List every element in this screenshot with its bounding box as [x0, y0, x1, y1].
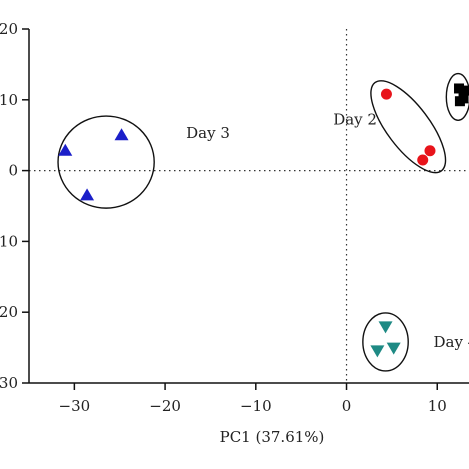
x-tick-label: −10: [240, 397, 272, 415]
axes: −30 −20 −10 0 10 20 10 0 10 20 30: [0, 20, 469, 415]
group-ellipses: [57, 72, 469, 372]
ellipse-da: [445, 72, 469, 122]
y-tick-label: 20: [0, 303, 18, 321]
group-label-day-4: Day 4: [434, 333, 469, 351]
point-day-2: [417, 154, 429, 166]
y-tick-label: 20: [0, 20, 18, 38]
x-tick-label: 10: [428, 397, 447, 415]
point-day-3: [80, 188, 95, 201]
point-day-4: [386, 342, 401, 355]
point-day-2: [380, 88, 392, 100]
x-axis-title: PC1 (37.61%): [220, 428, 325, 446]
point-day-4: [370, 345, 385, 358]
ellipse-day-2: [370, 80, 447, 174]
point-da: [454, 83, 465, 94]
group-label-day-3: Day 3: [186, 124, 230, 142]
ellipse-day-4: [362, 312, 409, 372]
point-day-4: [378, 321, 393, 334]
point-da: [454, 96, 465, 107]
point-day-3: [58, 143, 73, 156]
group-label-day-2: Day 2: [333, 111, 377, 129]
y-tick-label: 30: [0, 374, 18, 392]
x-tick-label: −30: [59, 397, 91, 415]
point-day-3: [114, 128, 129, 141]
point-day-2: [424, 145, 436, 157]
y-tick-label: 10: [0, 91, 18, 109]
x-tick-label: −20: [149, 397, 181, 415]
x-tick-label: 0: [342, 397, 352, 415]
point-da: [459, 85, 469, 96]
y-tick-label: 10: [0, 232, 18, 250]
y-tick-label: 0: [8, 162, 18, 180]
reference-lines: [29, 29, 469, 383]
data-points: [58, 83, 469, 358]
ellipse-day-3: [57, 115, 155, 209]
